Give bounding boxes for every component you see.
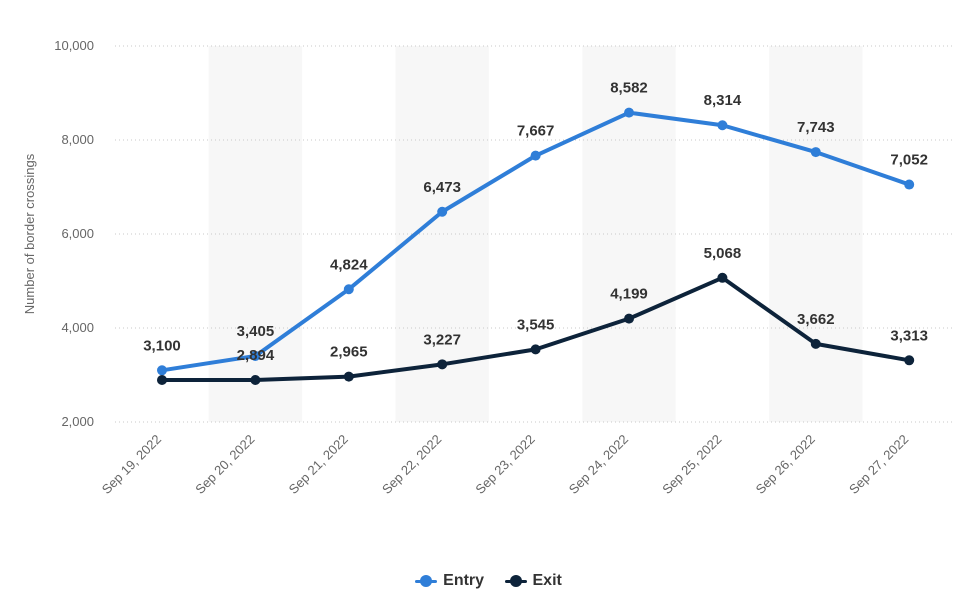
point-exit-sep-25-2022 [717, 272, 728, 283]
legend-label-entry: Entry [443, 572, 485, 589]
x-tick-label-sep-23-2022: Sep 23, 2022 [472, 432, 537, 497]
y-tick-label-2000: 2,000 [61, 414, 94, 429]
point-entry-sep-19-2022 [157, 365, 167, 376]
x-tick-label-sep-27-2022: Sep 27, 2022 [846, 432, 911, 497]
legend-swatch-entry [415, 575, 438, 587]
point-exit-sep-27-2022 [904, 355, 915, 366]
x-tick-label-sep-25-2022: Sep 25, 2022 [659, 432, 724, 497]
data-label-entry-sep-24-2022: 8,582 [610, 80, 648, 97]
y-tick-label-6000: 6,000 [61, 226, 94, 241]
legend-marker-exit [509, 575, 522, 587]
point-exit-sep-20-2022 [250, 374, 261, 385]
y-axis-ticks: 2,000 4,000 6,000 8,000 10,000 [54, 38, 94, 429]
data-label-entry-sep-23-2022: 7,667 [517, 123, 555, 140]
x-tick-label-sep-22-2022: Sep 22, 2022 [379, 432, 444, 497]
point-entry-sep-25-2022 [717, 120, 728, 131]
point-entry-sep-20-2022 [250, 350, 261, 361]
data-label-exit-sep-25-2022: 5,068 [704, 245, 742, 262]
point-entry-sep-21-2022 [343, 284, 354, 295]
data-label-exit-sep-23-2022: 3,545 [517, 316, 555, 333]
x-tick-label-sep-21-2022: Sep 21, 2022 [286, 432, 351, 497]
point-entry-sep-22-2022 [437, 206, 448, 217]
point-exit-sep-23-2022 [530, 344, 541, 355]
data-label-exit-sep-21-2022: 2,965 [330, 344, 368, 361]
point-entry-sep-26-2022 [810, 147, 821, 158]
y-tick-label-4000: 4,000 [61, 320, 94, 335]
data-label-entry-sep-25-2022: 8,314 [704, 92, 742, 109]
point-exit-sep-26-2022 [810, 338, 821, 349]
data-label-entry-sep-26-2022: 7,743 [797, 119, 835, 136]
data-label-exit-sep-27-2022: 3,313 [890, 327, 928, 344]
y-tick-label-10000: 10,000 [54, 38, 94, 53]
legend-label-exit: Exit [532, 572, 562, 589]
point-exit-sep-19-2022 [157, 374, 167, 385]
series-layer [157, 107, 915, 385]
y-axis-label: Number of border crossings [22, 153, 37, 314]
data-label-entry-sep-22-2022: 6,473 [423, 179, 461, 196]
legend-marker-entry [420, 575, 433, 587]
x-tick-label-sep-26-2022: Sep 26, 2022 [753, 432, 818, 497]
data-labels-layer: 3,100 3,405 4,824 6,473 7,667 8,582 8,314 7,743… [143, 80, 928, 364]
data-label-exit-sep-20-2022: 2,894 [237, 347, 275, 364]
x-tick-label-sep-20-2022: Sep 20, 2022 [192, 432, 257, 497]
x-tick-label-sep-19-2022: Sep 19, 2022 [99, 432, 164, 497]
x-tick-label-sep-24-2022: Sep 24, 2022 [566, 432, 631, 497]
point-entry-sep-27-2022 [904, 179, 915, 190]
point-exit-sep-22-2022 [437, 359, 448, 370]
point-exit-sep-24-2022 [624, 313, 634, 324]
data-label-exit-sep-22-2022: 3,227 [423, 331, 461, 348]
y-tick-label-8000: 8,000 [61, 132, 94, 147]
legend-item-exit[interactable]: Exit [504, 572, 562, 590]
legend: Entry Exit [0, 572, 977, 592]
data-label-entry-sep-21-2022: 4,824 [330, 256, 368, 273]
data-label-entry-sep-20-2022: 3,405 [237, 323, 275, 340]
data-label-entry-sep-19-2022: 3,100 [143, 337, 181, 354]
band-sep-24-2022 [582, 46, 676, 422]
data-label-entry-sep-27-2022: 7,052 [890, 152, 928, 169]
x-axis-ticks: Sep 19, 2022 Sep 20, 2022 Sep 21, 2022 Sep … [99, 432, 912, 497]
data-label-exit-sep-24-2022: 4,199 [610, 286, 648, 303]
alternating-column-bands [208, 46, 863, 422]
point-exit-sep-21-2022 [343, 371, 354, 382]
point-entry-sep-23-2022 [530, 150, 541, 161]
data-label-exit-sep-26-2022: 3,662 [797, 311, 835, 328]
gridlines [115, 45, 955, 423]
legend-swatch-exit [504, 575, 527, 587]
point-entry-sep-24-2022 [624, 107, 634, 118]
line-chart: 2,000 4,000 6,000 8,000 10,000 Number of bor… [22, 38, 955, 497]
legend-item-entry[interactable]: Entry [415, 572, 484, 590]
